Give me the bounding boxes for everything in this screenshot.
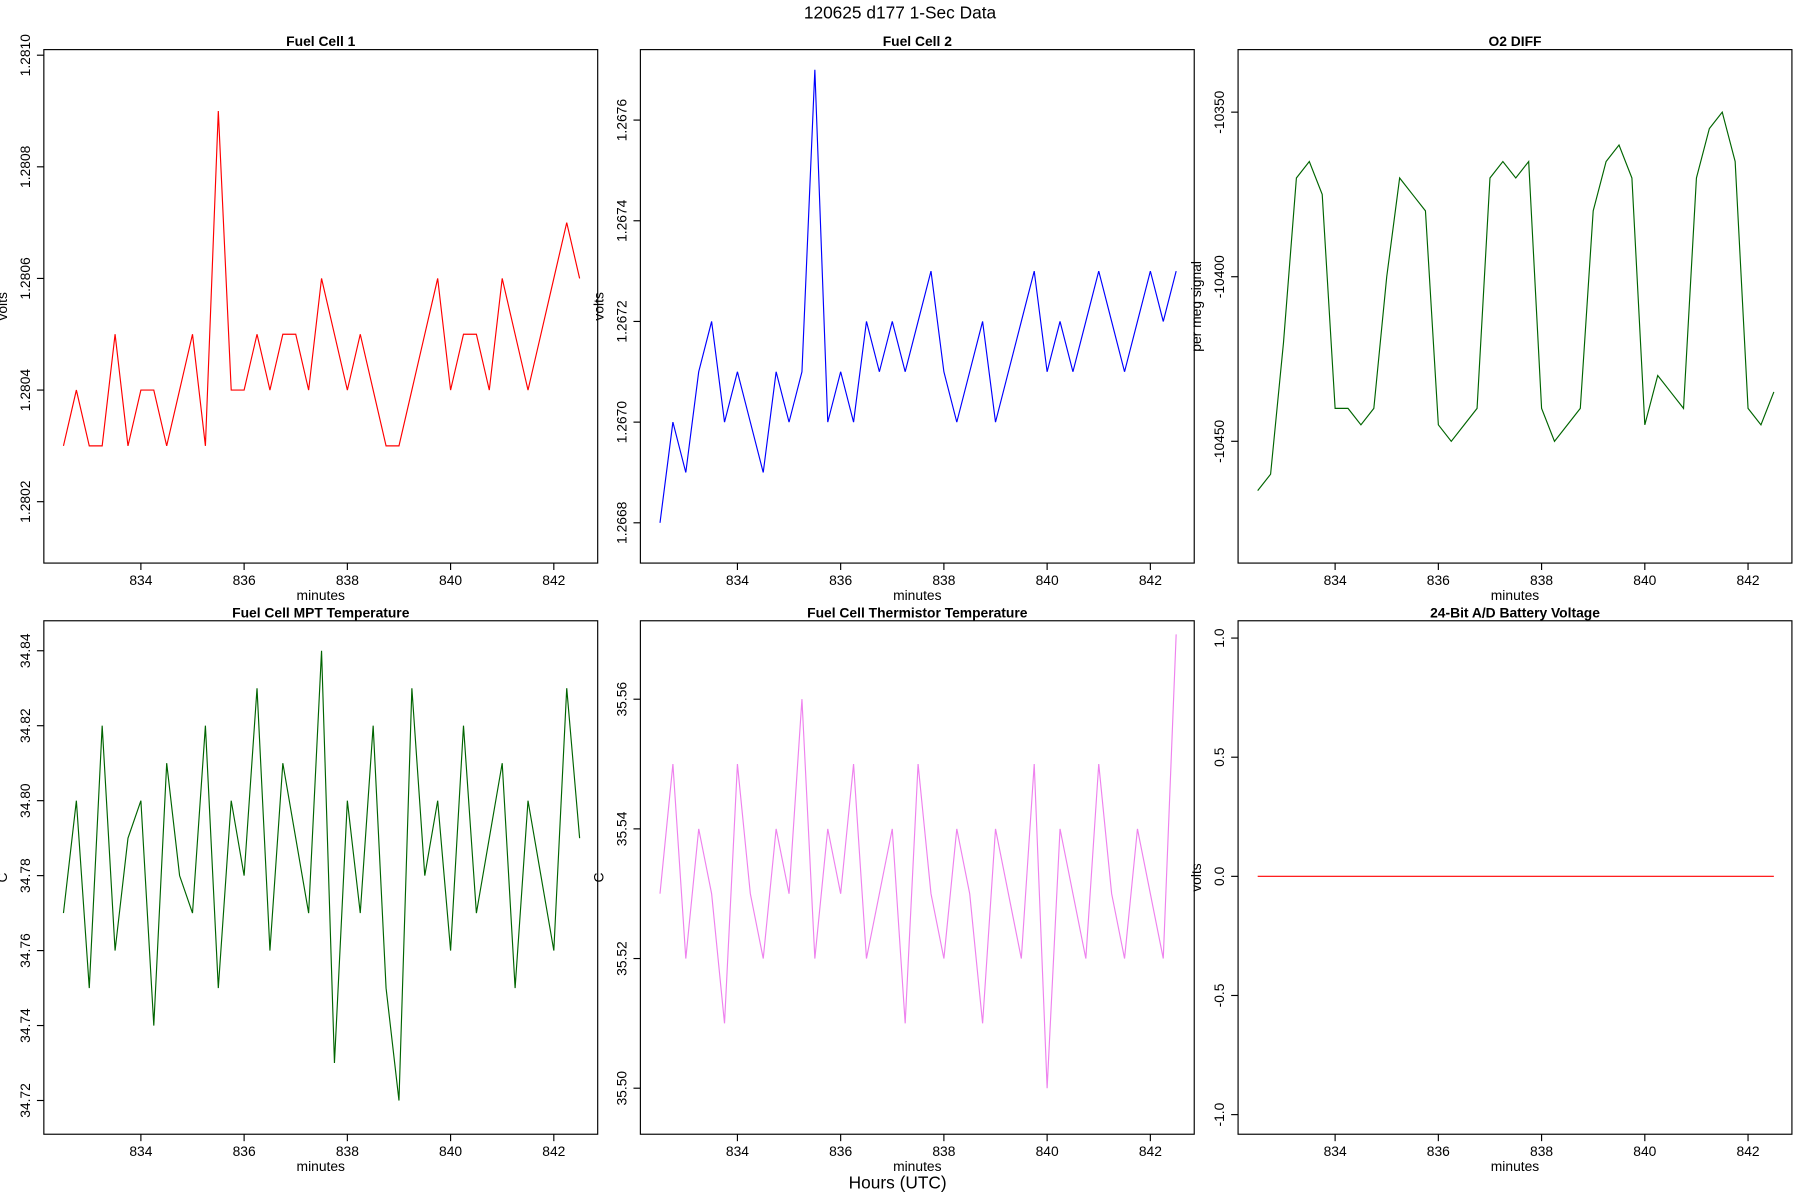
x-tick-label: 838	[1530, 1143, 1553, 1159]
x-tick-label: 836	[829, 1143, 852, 1159]
y-tick-label: 0.5	[1211, 747, 1227, 767]
y-tick-label: -10450	[1211, 419, 1227, 462]
x-tick-label: 838	[1530, 572, 1553, 588]
x-tick-label: 834	[1324, 572, 1347, 588]
panel-title: Fuel Cell MPT Temperature	[232, 604, 410, 620]
y-tick-label: -10350	[1211, 90, 1227, 133]
x-tick-label: 842	[1737, 572, 1760, 588]
y-tick-label: 1.2674	[614, 199, 630, 242]
x-tick-label: 842	[1737, 1143, 1760, 1159]
x-tick-label: 838	[932, 1143, 955, 1159]
page-xlabel: Hours (UTC)	[849, 1172, 947, 1192]
panel-title: Fuel Cell 1	[286, 33, 355, 49]
x-axis-label: minutes	[1491, 1158, 1540, 1174]
y-tick-label: 35.50	[614, 1071, 630, 1106]
x-tick-label: 836	[829, 572, 852, 588]
plot-frame	[43, 49, 599, 564]
x-tick-label: 842	[1139, 1143, 1162, 1159]
x-axis-label: minutes	[893, 587, 942, 603]
x-tick-label: 840	[1036, 572, 1059, 588]
plot-frame	[43, 620, 599, 1135]
y-tick-label: 34.80	[17, 783, 33, 818]
y-tick-label: -10400	[1211, 255, 1227, 298]
x-tick-label: 840	[1633, 572, 1656, 588]
x-axis-label: minutes	[297, 1158, 346, 1174]
y-tick-label: 34.78	[17, 858, 33, 893]
panel-title: Fuel Cell Thermistor Temperature	[807, 604, 1028, 620]
data-line	[1257, 110, 1775, 492]
x-tick-label: 842	[1139, 572, 1162, 588]
y-tick-label: 1.2808	[17, 145, 33, 188]
y-axis-label: C	[0, 873, 10, 883]
y-tick-label: -0.5	[1211, 983, 1227, 1007]
x-tick-label: 838	[336, 572, 359, 588]
x-tick-label: 836	[233, 1143, 256, 1159]
x-axis-label: minutes	[1491, 587, 1540, 603]
y-axis-label: volts	[590, 292, 606, 321]
y-axis-label: C	[590, 872, 606, 882]
data-line	[659, 69, 1177, 523]
x-tick-label: 836	[233, 572, 256, 588]
y-tick-label: 34.76	[17, 933, 33, 968]
y-tick-label: 34.72	[17, 1083, 33, 1118]
y-tick-label: 1.2672	[614, 300, 630, 342]
page-title: 120625 d177 1-Sec Data	[804, 2, 997, 22]
panel-title: O2 DIFF	[1488, 33, 1541, 49]
data-line	[62, 650, 581, 1101]
y-tick-label: 35.52	[614, 941, 630, 976]
plot-frame	[1237, 49, 1793, 564]
y-tick-label: -1.0	[1211, 1102, 1227, 1126]
y-tick-label: 0.0	[1211, 866, 1227, 886]
x-tick-label: 842	[542, 1143, 565, 1159]
x-tick-label: 834	[129, 1143, 152, 1159]
y-tick-label: 34.74	[17, 1008, 33, 1043]
y-tick-label: 1.2810	[17, 34, 33, 77]
data-line	[62, 110, 581, 447]
panel-title: Fuel Cell 2	[883, 33, 952, 49]
data-line	[659, 634, 1177, 1089]
y-axis-label: per meg signal	[1188, 261, 1204, 352]
y-tick-label: 1.0	[1211, 628, 1227, 648]
x-tick-label: 840	[439, 1143, 462, 1159]
plot-frame	[639, 620, 1195, 1135]
x-tick-label: 834	[726, 1143, 749, 1159]
x-tick-label: 842	[542, 572, 565, 588]
x-tick-label: 834	[726, 572, 749, 588]
x-tick-label: 840	[1036, 1143, 1059, 1159]
x-tick-label: 836	[1427, 572, 1450, 588]
x-tick-label: 836	[1427, 1143, 1450, 1159]
x-axis-label: minutes	[893, 1158, 942, 1174]
y-tick-label: 1.2804	[17, 369, 33, 412]
plot-frame	[639, 49, 1195, 564]
y-tick-label: 1.2670	[614, 401, 630, 444]
x-tick-label: 840	[1633, 1143, 1656, 1159]
x-tick-label: 834	[129, 572, 152, 588]
x-tick-label: 838	[336, 1143, 359, 1159]
y-tick-label: 1.2676	[614, 99, 630, 142]
x-tick-label: 834	[1324, 1143, 1347, 1159]
y-axis-label: volts	[0, 292, 10, 321]
y-tick-label: 1.2668	[614, 501, 630, 544]
x-tick-label: 840	[439, 572, 462, 588]
x-tick-label: 838	[932, 572, 955, 588]
y-tick-label: 35.56	[614, 682, 630, 717]
panel-title: 24-Bit A/D Battery Voltage	[1430, 604, 1600, 620]
y-tick-label: 35.54	[614, 811, 630, 846]
y-tick-label: 1.2802	[17, 481, 33, 523]
y-tick-label: 34.82	[17, 708, 33, 743]
plot-frame	[1237, 620, 1793, 1135]
x-axis-label: minutes	[297, 587, 346, 603]
y-tick-label: 34.84	[17, 633, 33, 668]
y-axis-label: volts	[1188, 863, 1204, 892]
y-tick-label: 1.2806	[17, 257, 33, 300]
